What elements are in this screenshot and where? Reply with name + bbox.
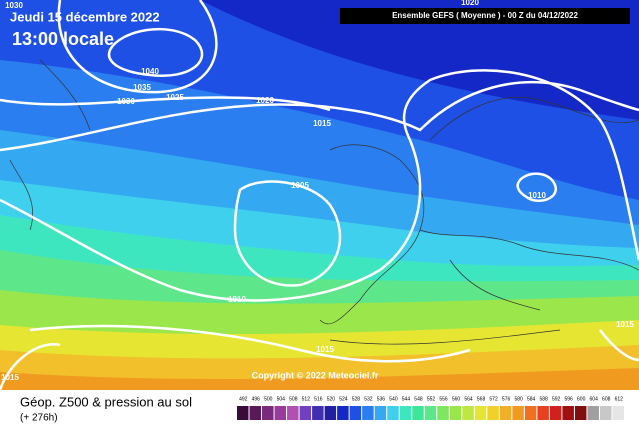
colorbar-label: 608	[602, 396, 611, 402]
colorbar-cell	[524, 406, 537, 420]
colorbar-label: 612	[615, 396, 624, 402]
contour-label: 1015	[616, 320, 634, 329]
colorbar-cell	[337, 406, 349, 420]
colorbar-label: 540	[389, 396, 398, 402]
contour-label: 1010	[528, 191, 546, 200]
colorbar-label: 552	[427, 396, 436, 402]
contour-label: 1030	[117, 97, 135, 106]
contour-label: 1020	[461, 0, 479, 7]
colorbar-label: 588	[539, 396, 548, 402]
colorbar-label: 584	[527, 396, 536, 402]
contour-label: 1010	[228, 295, 246, 304]
colorbar-label: 500	[264, 396, 273, 402]
colorbar-cell	[462, 406, 474, 420]
colorbar-label: 592	[552, 396, 561, 402]
colorbar-cell	[437, 406, 449, 420]
colorbar-label: 576	[502, 396, 511, 402]
colorbar-label: 536	[377, 396, 386, 402]
colorbar-cell	[387, 406, 399, 420]
colorbar-label: 560	[452, 396, 461, 402]
colorbar-cell	[399, 406, 412, 420]
colorbar-label: 492	[239, 396, 248, 402]
colorbar-cell	[474, 406, 487, 420]
colorbar-label: 504	[277, 396, 286, 402]
footer-lead: (+ 276h)	[20, 413, 58, 424]
colorbar-cell	[537, 406, 549, 420]
colorbar-label: 596	[565, 396, 574, 402]
isobars	[0, 0, 639, 391]
contour-label: 1015	[313, 119, 331, 128]
colorbar-label: 600	[577, 396, 586, 402]
colorbar-label: 604	[590, 396, 599, 402]
colorbar-cell	[424, 406, 437, 420]
colorbar-label: 508	[289, 396, 298, 402]
colorbar-cell	[449, 406, 462, 420]
date: Jeudi 15 décembre 2022	[10, 9, 160, 24]
contour-label: 1015	[316, 345, 334, 354]
colorbar-label: 516	[314, 396, 323, 402]
colorbar-cell	[599, 406, 612, 420]
colorbar-cell	[349, 406, 362, 420]
contour-label: 1040	[141, 67, 159, 76]
colorbar-cell	[312, 406, 324, 420]
colorbar-label: 524	[339, 396, 348, 402]
colorbar-cell	[612, 406, 624, 420]
colorbar-cell	[587, 406, 599, 420]
footer-title: Géop. Z500 & pression au sol	[20, 394, 192, 409]
colorbar-label: 564	[464, 396, 473, 402]
colorbar-cell	[487, 406, 499, 420]
colorbar-label: 496	[252, 396, 261, 402]
colorbar-label: 528	[352, 396, 361, 402]
colorbar-cell	[237, 406, 249, 420]
colorbar-cell	[262, 406, 274, 420]
colorbar-cell	[324, 406, 337, 420]
colorbar-cell	[512, 406, 524, 420]
contour-label: 1020	[256, 96, 274, 105]
colorbar-label: 548	[414, 396, 423, 402]
colorbar-label: 580	[514, 396, 523, 402]
colorbar-cell	[287, 406, 299, 420]
model-banner	[340, 8, 630, 24]
contour-label: 1015	[1, 373, 19, 382]
colorbar-cell	[549, 406, 562, 420]
colorbar-cell	[499, 406, 512, 420]
contour-label: 1025	[166, 93, 184, 102]
contour-label: 1035	[133, 83, 151, 92]
colorbar-label: 556	[439, 396, 448, 402]
colorbar-label: 512	[302, 396, 311, 402]
contour-label: 1030	[5, 1, 23, 10]
colorbar-cell	[374, 406, 387, 420]
coastlines	[9, 59, 639, 345]
colorbar-cell	[574, 406, 587, 420]
colorbar-cell	[412, 406, 424, 420]
time: 13:00 locale	[12, 29, 114, 49]
colorbar-cell	[362, 406, 374, 420]
colorbar-cell	[274, 406, 287, 420]
colorbar-cell	[299, 406, 312, 420]
colorbar-label: 568	[477, 396, 486, 402]
colorbar-label: 532	[364, 396, 373, 402]
copyright: Copyright © 2022 Meteociel.fr	[252, 370, 379, 380]
colorbar-label: 544	[402, 396, 411, 402]
colorbar-label: 572	[489, 396, 498, 402]
colorbar-label: 520	[327, 396, 336, 402]
contour-label: 1005	[291, 181, 309, 190]
colorbar-cell	[562, 406, 574, 420]
model-info: Ensemble GEFS ( Moyenne ) - 00 Z du 04/1…	[392, 11, 578, 20]
colorbar-cell	[249, 406, 262, 420]
